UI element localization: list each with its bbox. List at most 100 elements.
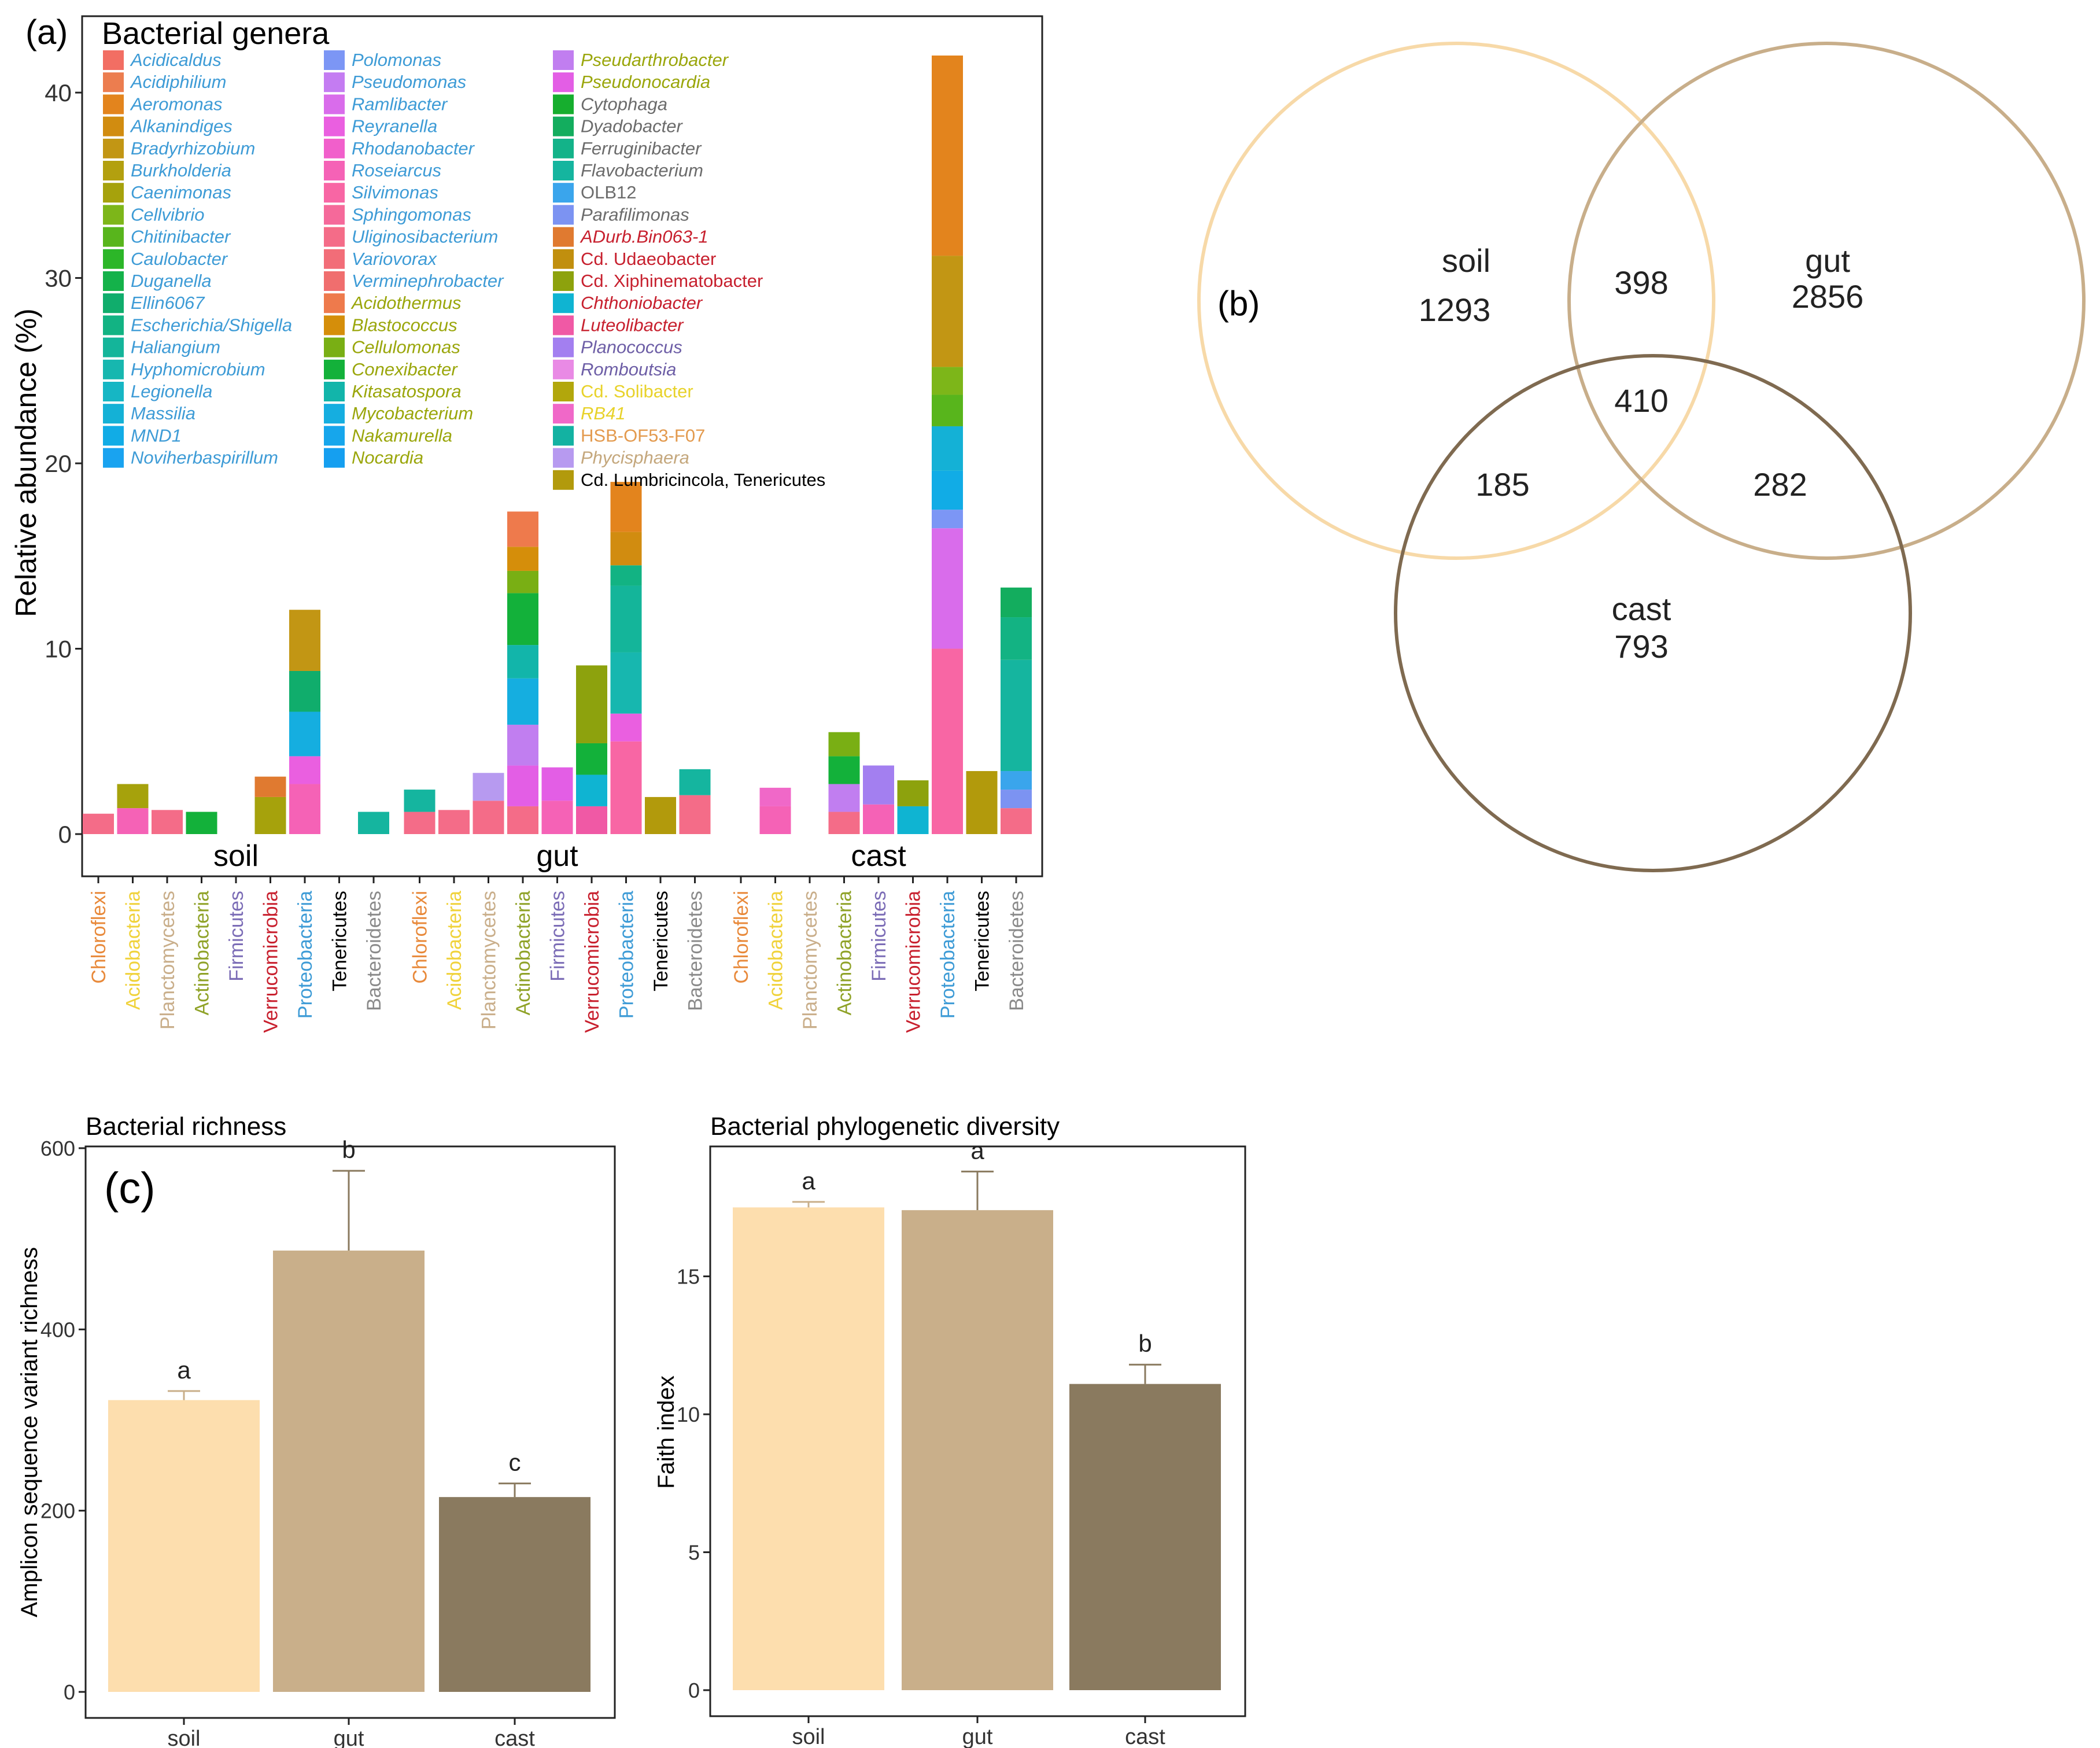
panel-a-bar-segment <box>863 765 894 805</box>
panel-a-legend-swatch <box>103 205 124 225</box>
panel-a-y-tick-label: 10 <box>45 636 72 663</box>
panel-a-legend-label: Pseudarthrobacter <box>581 50 729 70</box>
panel-a-legend-swatch <box>553 315 574 335</box>
panel-a-legend-label: Cellvibrio <box>131 204 204 224</box>
panel-a-legend-swatch <box>103 161 124 180</box>
panel-a-legend-swatch <box>324 271 345 291</box>
panel-a-bar-segment <box>358 812 389 834</box>
panel-a-legend-label: Rhodanobacter <box>352 138 475 158</box>
panel-a-legend-label: Cellulomonas <box>352 337 460 357</box>
panel-a-bar-segment <box>576 806 607 834</box>
panel-a-bars <box>83 56 1032 834</box>
panel-c1-axis: 0 200 400 600 soil gut cast <box>40 1137 535 1748</box>
panel-a-legend-label: Planococcus <box>581 337 682 357</box>
panel-c: (c) Bacterial richness Amplicon sequence… <box>17 1112 1246 1748</box>
panel-a-x-label: Verrucomicrobia <box>581 891 603 1033</box>
panel-a-legend-label: Ferruginibacter <box>581 138 702 158</box>
significance-letter: a <box>802 1167 815 1194</box>
panel-a-legend-swatch <box>103 359 124 379</box>
panel-a-bar-segment <box>507 678 538 725</box>
panel-a-bar-segment <box>254 796 286 834</box>
panel-a-legend-label: Dyadobacter <box>581 116 683 137</box>
venn-soil-count: 1293 <box>1419 292 1491 328</box>
panel-a-legend-swatch <box>553 293 574 314</box>
panel-a-bar-segment <box>679 795 711 834</box>
panel-a-bar-segment <box>932 426 963 471</box>
panel-a-y-tick-label: 20 <box>45 450 72 477</box>
y-tick-label: 5 <box>688 1541 700 1565</box>
panel-a-bar-segment <box>404 812 435 834</box>
panel-a-legend-label: Massilia <box>131 403 195 423</box>
panel-a-legend-title: Bacterial genera <box>102 16 330 51</box>
panel-a-x-label: Firmicutes <box>226 891 248 982</box>
panel-a-x-label: Bacteroidetes <box>685 891 707 1011</box>
panel-a-legend-label: Noviherbaspirillum <box>131 448 278 468</box>
x-tick-label: gut <box>962 1725 993 1748</box>
panel-a-legend-swatch <box>103 50 124 70</box>
panel-a-legend-label: Ramlibacter <box>352 94 448 114</box>
panel-a-legend-swatch <box>324 94 345 115</box>
panel-a-legend-label: Aeromonas <box>130 94 223 114</box>
panel-a-legend-swatch <box>553 138 574 158</box>
panel-a-legend-swatch <box>553 249 574 269</box>
panel-a-bar-segment <box>1001 790 1032 809</box>
panel-a-legend-swatch <box>553 161 574 180</box>
panel-a-legend-swatch <box>553 72 574 93</box>
panel-a-legend-swatch <box>553 470 574 490</box>
panel-a-bar-segment <box>932 256 963 367</box>
panel-a-legend-label: Cd. Xiphinematobacter <box>581 271 763 291</box>
panel-a-bar-segment <box>932 394 963 426</box>
panel-a-bar-segment <box>254 776 286 797</box>
panel-a-bar-segment <box>289 711 320 757</box>
panel-a-legend-label: Nakamurella <box>352 425 452 445</box>
panel-a-bar-segment <box>610 565 642 586</box>
panel-a-bar-segment <box>507 645 538 678</box>
panel-a-legend-swatch <box>103 448 124 468</box>
panel-a-legend-swatch <box>103 227 124 247</box>
panel-a-x-label: Tenericutes <box>329 891 351 991</box>
panel-a-bar-segment <box>932 367 963 395</box>
panel-a-bar-segment <box>289 670 320 712</box>
panel-a-legend-label: Caulobacter <box>131 249 228 269</box>
panel-a-bar-segment <box>507 511 538 547</box>
panel-a-x-label: Actinobacteria <box>512 891 534 1016</box>
panel-a-bar-segment <box>897 806 929 834</box>
venn-soil-gut-count: 398 <box>1614 264 1668 301</box>
panel-a-legend-label: Acidothermus <box>350 293 462 313</box>
panel-a-bar-segment <box>610 652 642 714</box>
panel-a-legend-swatch <box>324 116 345 137</box>
panel-a-legend-label: Cd. Udaeobacter <box>581 249 716 269</box>
venn-circle-soil <box>1197 42 1715 560</box>
panel-a-legend-swatch <box>324 337 345 357</box>
panel-a-legend: AcidicaldusAcidiphiliumAeromonasAlkanind… <box>103 50 825 490</box>
panel-c2-bars: a a b <box>733 1137 1221 1690</box>
panel-a-legend-swatch <box>103 315 124 335</box>
y-tick-label: 15 <box>677 1265 700 1289</box>
panel-a-legend-swatch <box>553 337 574 357</box>
bar-cast <box>1069 1384 1221 1690</box>
panel-a-x-labels: Chloroflexi Acidobacteria Planctomycetes Ac… <box>88 876 1028 1033</box>
panel-a-x-label: Firmicutes <box>868 891 890 982</box>
panel-a-legend-swatch <box>324 72 345 93</box>
panel-a-legend-label: Phycisphaera <box>581 448 689 468</box>
panel-a-legend-swatch <box>324 293 345 314</box>
panel-a-ylabel: Relative abundance (%) <box>10 308 42 617</box>
panel-a-bar-segment <box>610 741 642 834</box>
panel-a-bar-segment <box>507 593 538 646</box>
panel-a-legend-swatch <box>324 227 345 247</box>
panel-a-legend-swatch <box>103 138 124 158</box>
panel-a-bar-segment <box>507 765 538 806</box>
bar-gut <box>902 1210 1053 1690</box>
panel-c2-axis: 0 5 10 15 soil gut cast <box>677 1265 1165 1748</box>
panel-a-bar-segment <box>828 784 860 812</box>
panel-c1-bars: a b c <box>108 1136 590 1692</box>
panel-a-legend-label: Blastococcus <box>352 315 457 335</box>
venn-soil-name: soil <box>1442 242 1490 279</box>
panel-a-x-label: Chloroflexi <box>88 891 110 984</box>
panel-a-legend-label: Pseudonocardia <box>581 72 710 92</box>
panel-a-legend-swatch <box>553 94 574 115</box>
panel-a-legend-swatch <box>324 315 345 335</box>
venn-circle-gut <box>1567 42 2086 560</box>
panel-c2-title: Bacterial phylogenetic diversity <box>710 1112 1060 1141</box>
